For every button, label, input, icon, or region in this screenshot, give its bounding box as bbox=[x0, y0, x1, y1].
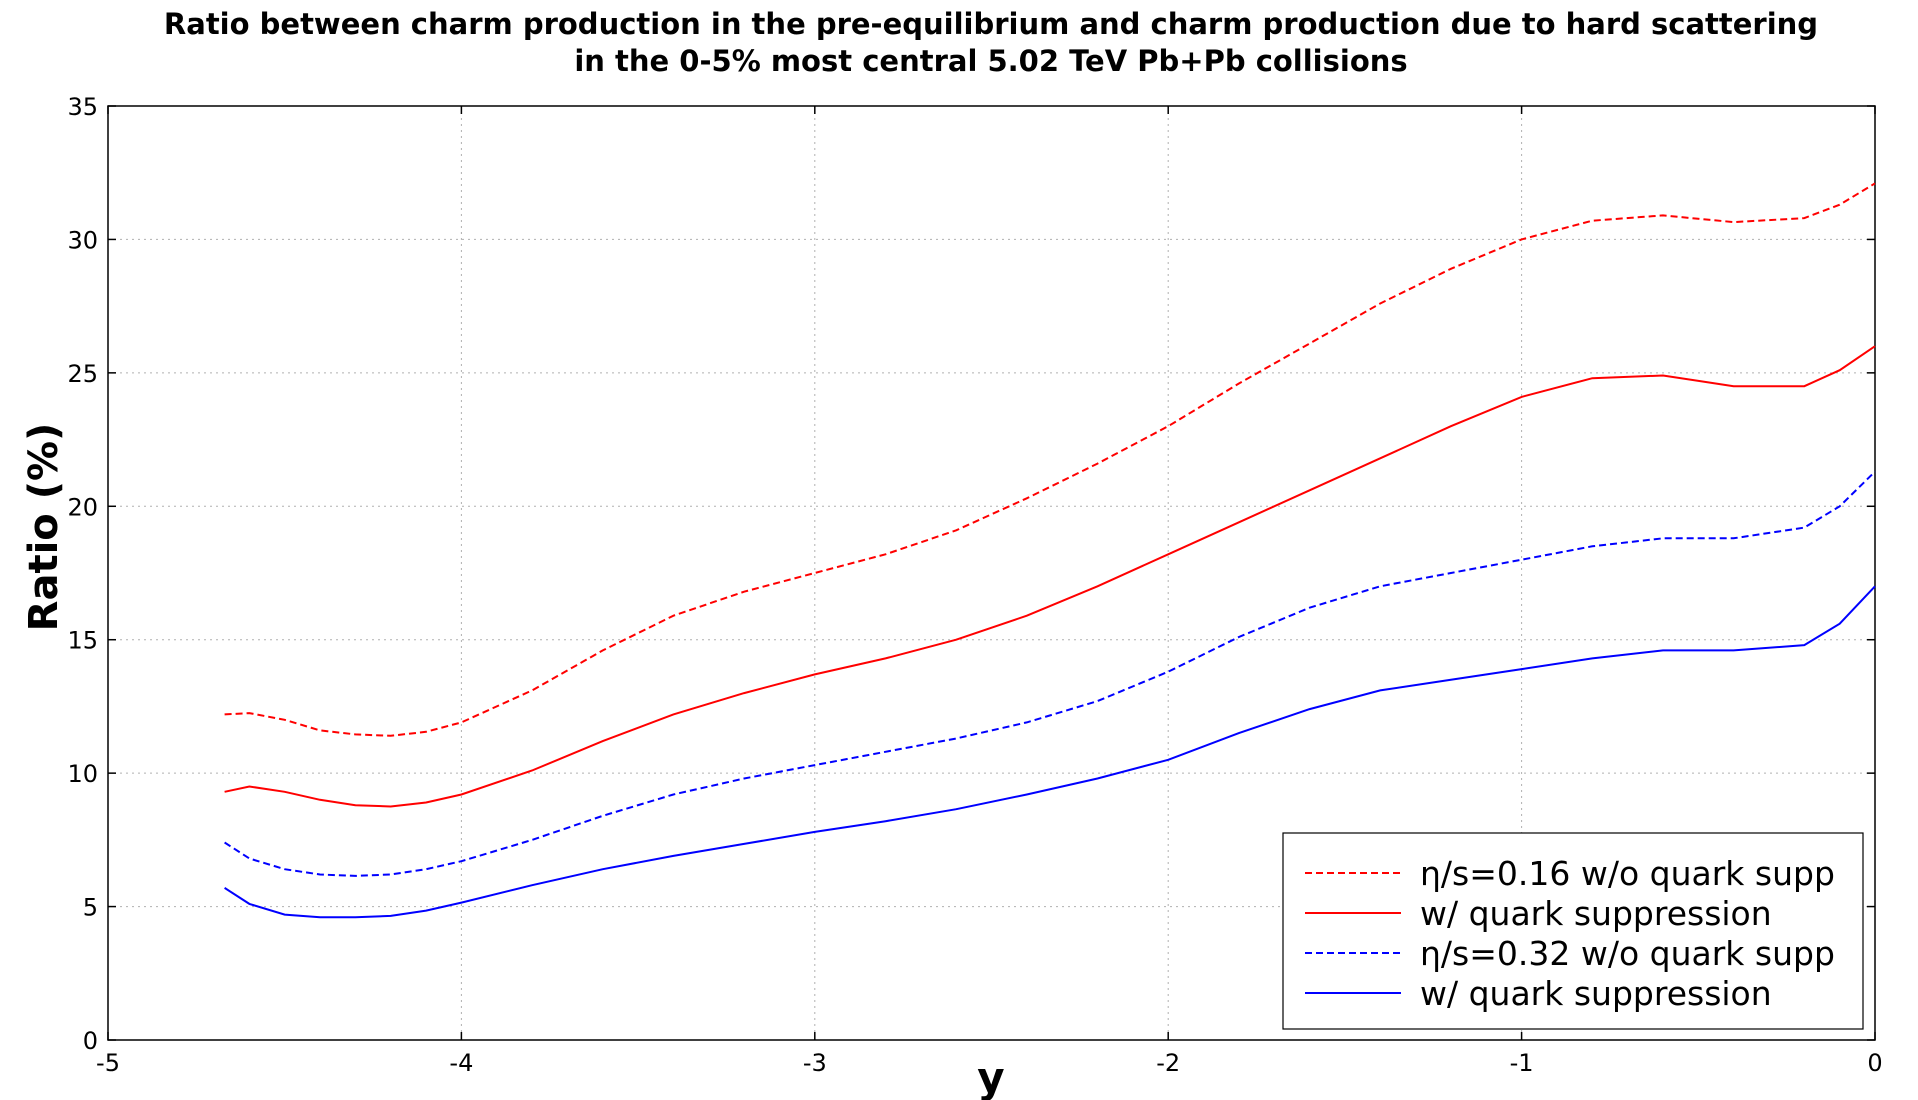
series-line-3 bbox=[224, 470, 1876, 877]
series-line-2 bbox=[224, 345, 1876, 808]
y-tick-label: 35 bbox=[67, 93, 98, 121]
legend-label: w/ quark suppression bbox=[1420, 894, 1772, 933]
legend-label: w/ quark suppression bbox=[1420, 974, 1772, 1013]
plot-area bbox=[107, 105, 1876, 1041]
series-line-1 bbox=[224, 182, 1876, 737]
grid bbox=[108, 106, 1875, 1040]
x-tick-label: -1 bbox=[1510, 1049, 1534, 1077]
x-tick-label: -2 bbox=[1156, 1049, 1180, 1077]
series-line-4 bbox=[224, 585, 1876, 919]
y-tick-label: 25 bbox=[67, 360, 98, 388]
y-tick-label: 15 bbox=[67, 627, 98, 655]
y-tick-label: 10 bbox=[67, 760, 98, 788]
legend-label: η/s=0.16 w/o quark supp bbox=[1420, 854, 1835, 893]
axes-ticks: -5 -4 -3 -2 -1 0 0 5 10 15 20 25 30 35 bbox=[67, 93, 1882, 1077]
legend-label: η/s=0.32 w/o quark supp bbox=[1420, 934, 1835, 973]
y-tick-label: 5 bbox=[83, 894, 98, 922]
x-tick-label: -3 bbox=[803, 1049, 827, 1077]
x-tick-label: 0 bbox=[1867, 1049, 1882, 1077]
x-tick-label: -5 bbox=[96, 1049, 120, 1077]
chart-subtitle: in the 0-5% most central 5.02 TeV Pb+Pb … bbox=[574, 44, 1407, 78]
x-axis-label: y bbox=[977, 1053, 1004, 1100]
y-tick-label: 0 bbox=[83, 1027, 98, 1055]
legend-box bbox=[1282, 832, 1864, 1030]
y-axis-label: Ratio (%) bbox=[21, 423, 67, 632]
y-tick-label: 30 bbox=[67, 226, 98, 254]
series-group bbox=[224, 182, 1876, 919]
chart-title: Ratio between charm production in the pr… bbox=[164, 7, 1818, 41]
y-tick-label: 20 bbox=[67, 493, 98, 521]
x-tick-label: -4 bbox=[449, 1049, 473, 1077]
